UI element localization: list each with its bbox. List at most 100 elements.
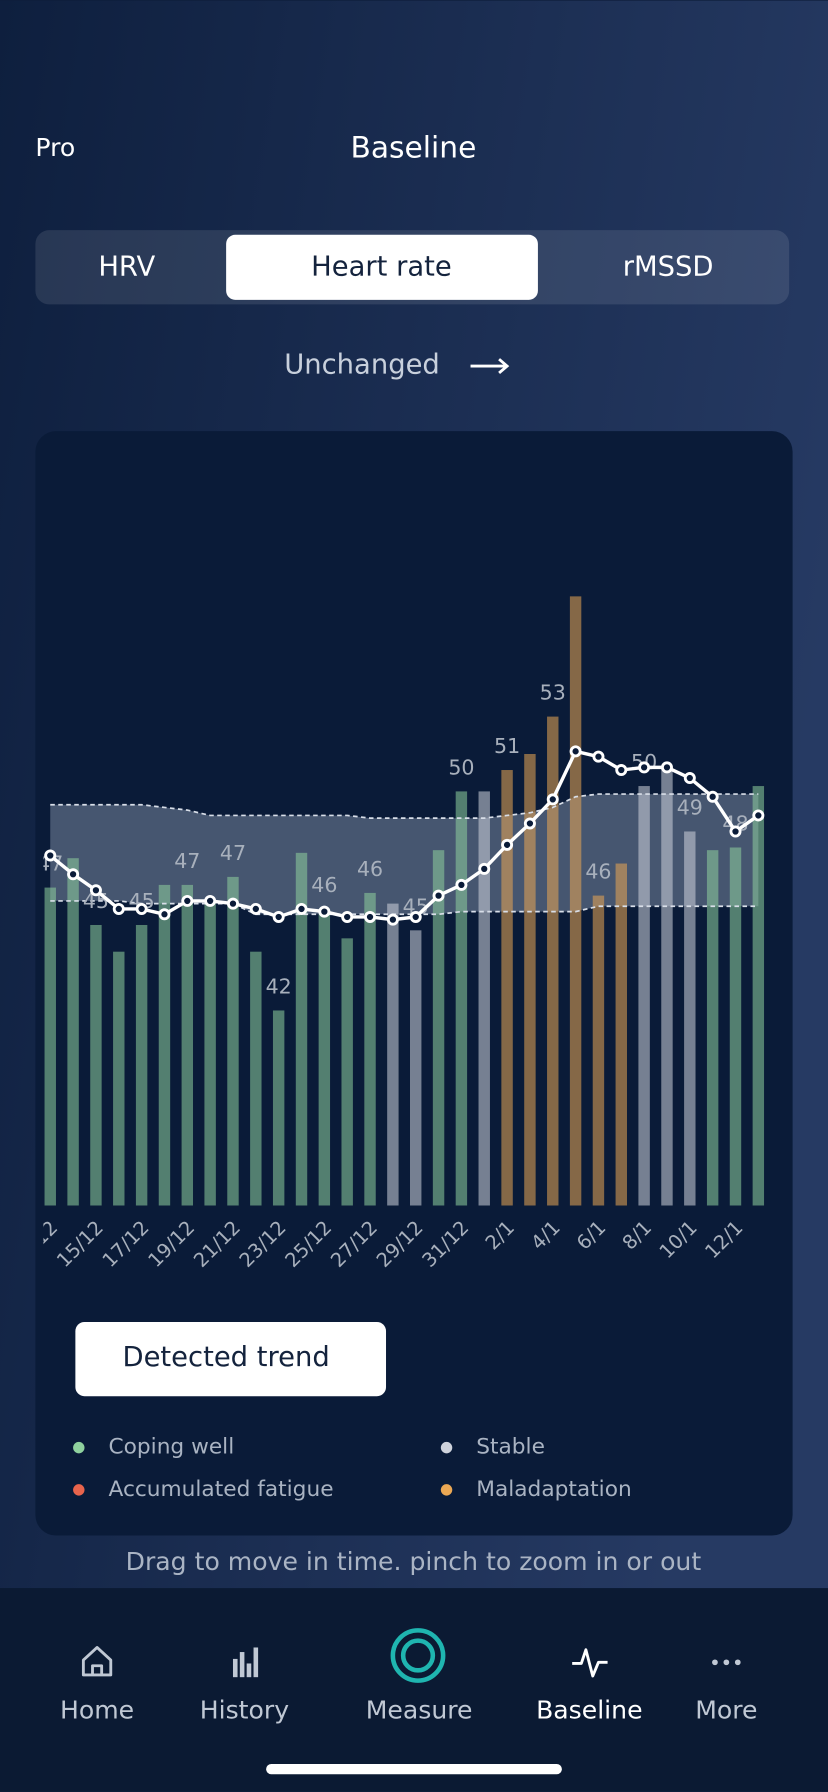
line-point	[409, 910, 422, 923]
line-point	[135, 902, 148, 915]
data-label: 47	[220, 841, 246, 865]
bar	[524, 753, 536, 1206]
line-point	[249, 902, 262, 915]
nav-label[interactable]: More	[695, 1695, 757, 1724]
nav-label[interactable]: Baseline	[536, 1695, 642, 1724]
data-label: 46	[585, 860, 611, 884]
baseline-icon[interactable]	[572, 1648, 608, 1678]
nav-label[interactable]: Measure	[366, 1695, 473, 1724]
data-label: 51	[494, 734, 520, 758]
pro-label[interactable]: Pro	[35, 133, 75, 162]
bar	[615, 863, 627, 1206]
line-point	[592, 750, 605, 763]
plot-area[interactable]: 4745454747424646504845504951534613/1215/…	[6, 596, 765, 1272]
measure-icon[interactable]	[390, 1628, 446, 1683]
nav-label[interactable]: History	[200, 1695, 289, 1724]
hint: Drag to move in time. pinch to zoom in o…	[126, 1547, 702, 1576]
bar	[547, 716, 559, 1206]
range-edge	[50, 793, 759, 819]
tab-active-bg	[226, 234, 538, 300]
line-point	[523, 817, 536, 830]
line-point	[386, 913, 399, 926]
line-point	[638, 761, 651, 774]
line-point	[706, 790, 719, 803]
bar	[135, 924, 148, 1206]
line-point	[67, 868, 80, 881]
home-indicator	[266, 1763, 562, 1775]
line-point	[181, 894, 194, 907]
line-point	[89, 884, 102, 897]
bar	[729, 847, 742, 1206]
line-point	[660, 761, 673, 774]
bar	[227, 876, 239, 1206]
bar	[113, 951, 125, 1206]
bar	[661, 767, 673, 1206]
bar	[272, 1010, 285, 1206]
line-point	[204, 894, 217, 907]
bar	[432, 850, 445, 1206]
line-point	[569, 745, 582, 758]
legend-swatch	[440, 1441, 453, 1454]
line-point	[112, 902, 125, 915]
tab-bar-bg	[0, 1588, 828, 1792]
bar	[592, 895, 605, 1206]
line-point	[455, 878, 468, 891]
line-point	[226, 897, 239, 910]
tab-bar: HRV Heart rate rMSSD	[35, 230, 790, 305]
bar	[158, 884, 171, 1206]
bar	[90, 924, 102, 1206]
legend-label: Accumulated fatigue	[108, 1477, 333, 1502]
line-point	[44, 849, 57, 862]
legend: Coping well Accumulated fatigue Stable Mala…	[73, 1435, 632, 1502]
bar	[569, 596, 582, 1206]
line-point	[729, 825, 742, 838]
bar	[295, 852, 308, 1206]
bar	[684, 831, 696, 1206]
bar	[44, 887, 56, 1206]
data-label: 53	[540, 681, 566, 705]
history-icon[interactable]	[232, 1647, 259, 1678]
button-bg[interactable]	[75, 1321, 387, 1397]
tab-label[interactable]: rMSSD	[623, 251, 714, 282]
range-edge	[50, 900, 759, 916]
bar	[638, 786, 650, 1206]
line-point	[272, 910, 285, 923]
data-label: 50	[448, 756, 474, 780]
line-point	[364, 910, 377, 923]
tab-label[interactable]: Heart rate	[311, 251, 452, 282]
button-label[interactable]: Detected trend	[122, 1342, 329, 1373]
tab-label[interactable]: HRV	[98, 251, 155, 282]
data-label: 46	[311, 873, 337, 897]
bar	[752, 786, 765, 1206]
bar	[387, 903, 399, 1206]
bar	[204, 903, 216, 1206]
data-label: 49	[677, 796, 703, 820]
more-icon[interactable]	[712, 1659, 741, 1666]
bar	[706, 850, 719, 1206]
nav-label[interactable]: Home	[60, 1695, 134, 1724]
line-point	[478, 862, 491, 875]
bar	[318, 908, 331, 1206]
bar	[67, 858, 79, 1206]
line-point	[546, 793, 559, 806]
home-icon[interactable]	[81, 1646, 113, 1677]
detected-trend-button[interactable]: Detected trend	[75, 1321, 387, 1397]
line-point	[615, 764, 628, 777]
page-title: Baseline	[350, 131, 476, 166]
bar	[181, 884, 194, 1206]
legend-swatch	[440, 1484, 453, 1496]
bar	[478, 791, 490, 1206]
trend-status: Unchanged	[284, 350, 440, 381]
line-point	[295, 902, 308, 915]
line-point	[752, 809, 765, 822]
line-point	[341, 910, 354, 923]
data-label: 45	[129, 889, 155, 913]
line-point	[318, 905, 331, 918]
legend-label: Coping well	[108, 1435, 234, 1460]
bar	[364, 892, 376, 1206]
line-point	[158, 908, 171, 921]
bar	[341, 938, 353, 1206]
legend-swatch	[73, 1484, 85, 1496]
bar	[250, 951, 262, 1206]
